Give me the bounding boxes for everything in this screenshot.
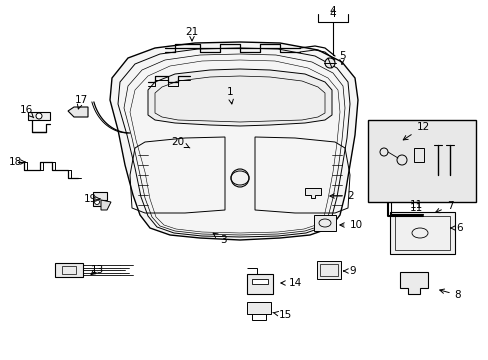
Polygon shape (55, 263, 83, 277)
Polygon shape (101, 200, 111, 210)
Text: 13: 13 (90, 265, 103, 275)
Polygon shape (251, 279, 267, 284)
Text: 21: 21 (185, 27, 198, 41)
Polygon shape (399, 272, 427, 294)
Polygon shape (110, 42, 357, 240)
Text: 4: 4 (329, 9, 336, 19)
Text: 19: 19 (83, 194, 100, 204)
Text: 17: 17 (74, 95, 87, 109)
Text: 6: 6 (450, 223, 462, 233)
Text: 2: 2 (329, 191, 354, 201)
Text: 11: 11 (408, 203, 422, 213)
Polygon shape (316, 261, 340, 279)
Text: 7: 7 (435, 201, 452, 213)
Text: 1: 1 (226, 87, 233, 104)
Text: 14: 14 (280, 278, 301, 288)
Circle shape (325, 58, 334, 68)
Polygon shape (68, 107, 88, 117)
Text: 16: 16 (20, 105, 34, 118)
Circle shape (94, 199, 99, 204)
Polygon shape (148, 69, 331, 126)
Polygon shape (246, 302, 270, 314)
Text: 8: 8 (439, 289, 460, 300)
Circle shape (36, 113, 42, 119)
Text: 5: 5 (338, 51, 345, 64)
Circle shape (230, 169, 248, 187)
Text: 11: 11 (408, 200, 422, 210)
Text: 9: 9 (343, 266, 356, 276)
Polygon shape (313, 215, 335, 231)
Text: 15: 15 (272, 310, 291, 320)
Text: 12: 12 (403, 122, 429, 140)
Text: 4: 4 (329, 6, 336, 16)
Polygon shape (93, 192, 107, 206)
Polygon shape (305, 188, 320, 198)
Text: 3: 3 (213, 233, 226, 245)
FancyBboxPatch shape (367, 120, 475, 202)
Polygon shape (28, 112, 50, 120)
Polygon shape (389, 212, 454, 254)
Polygon shape (246, 274, 272, 294)
Text: 10: 10 (339, 220, 362, 230)
Text: 18: 18 (8, 157, 25, 167)
Text: 20: 20 (171, 137, 189, 148)
